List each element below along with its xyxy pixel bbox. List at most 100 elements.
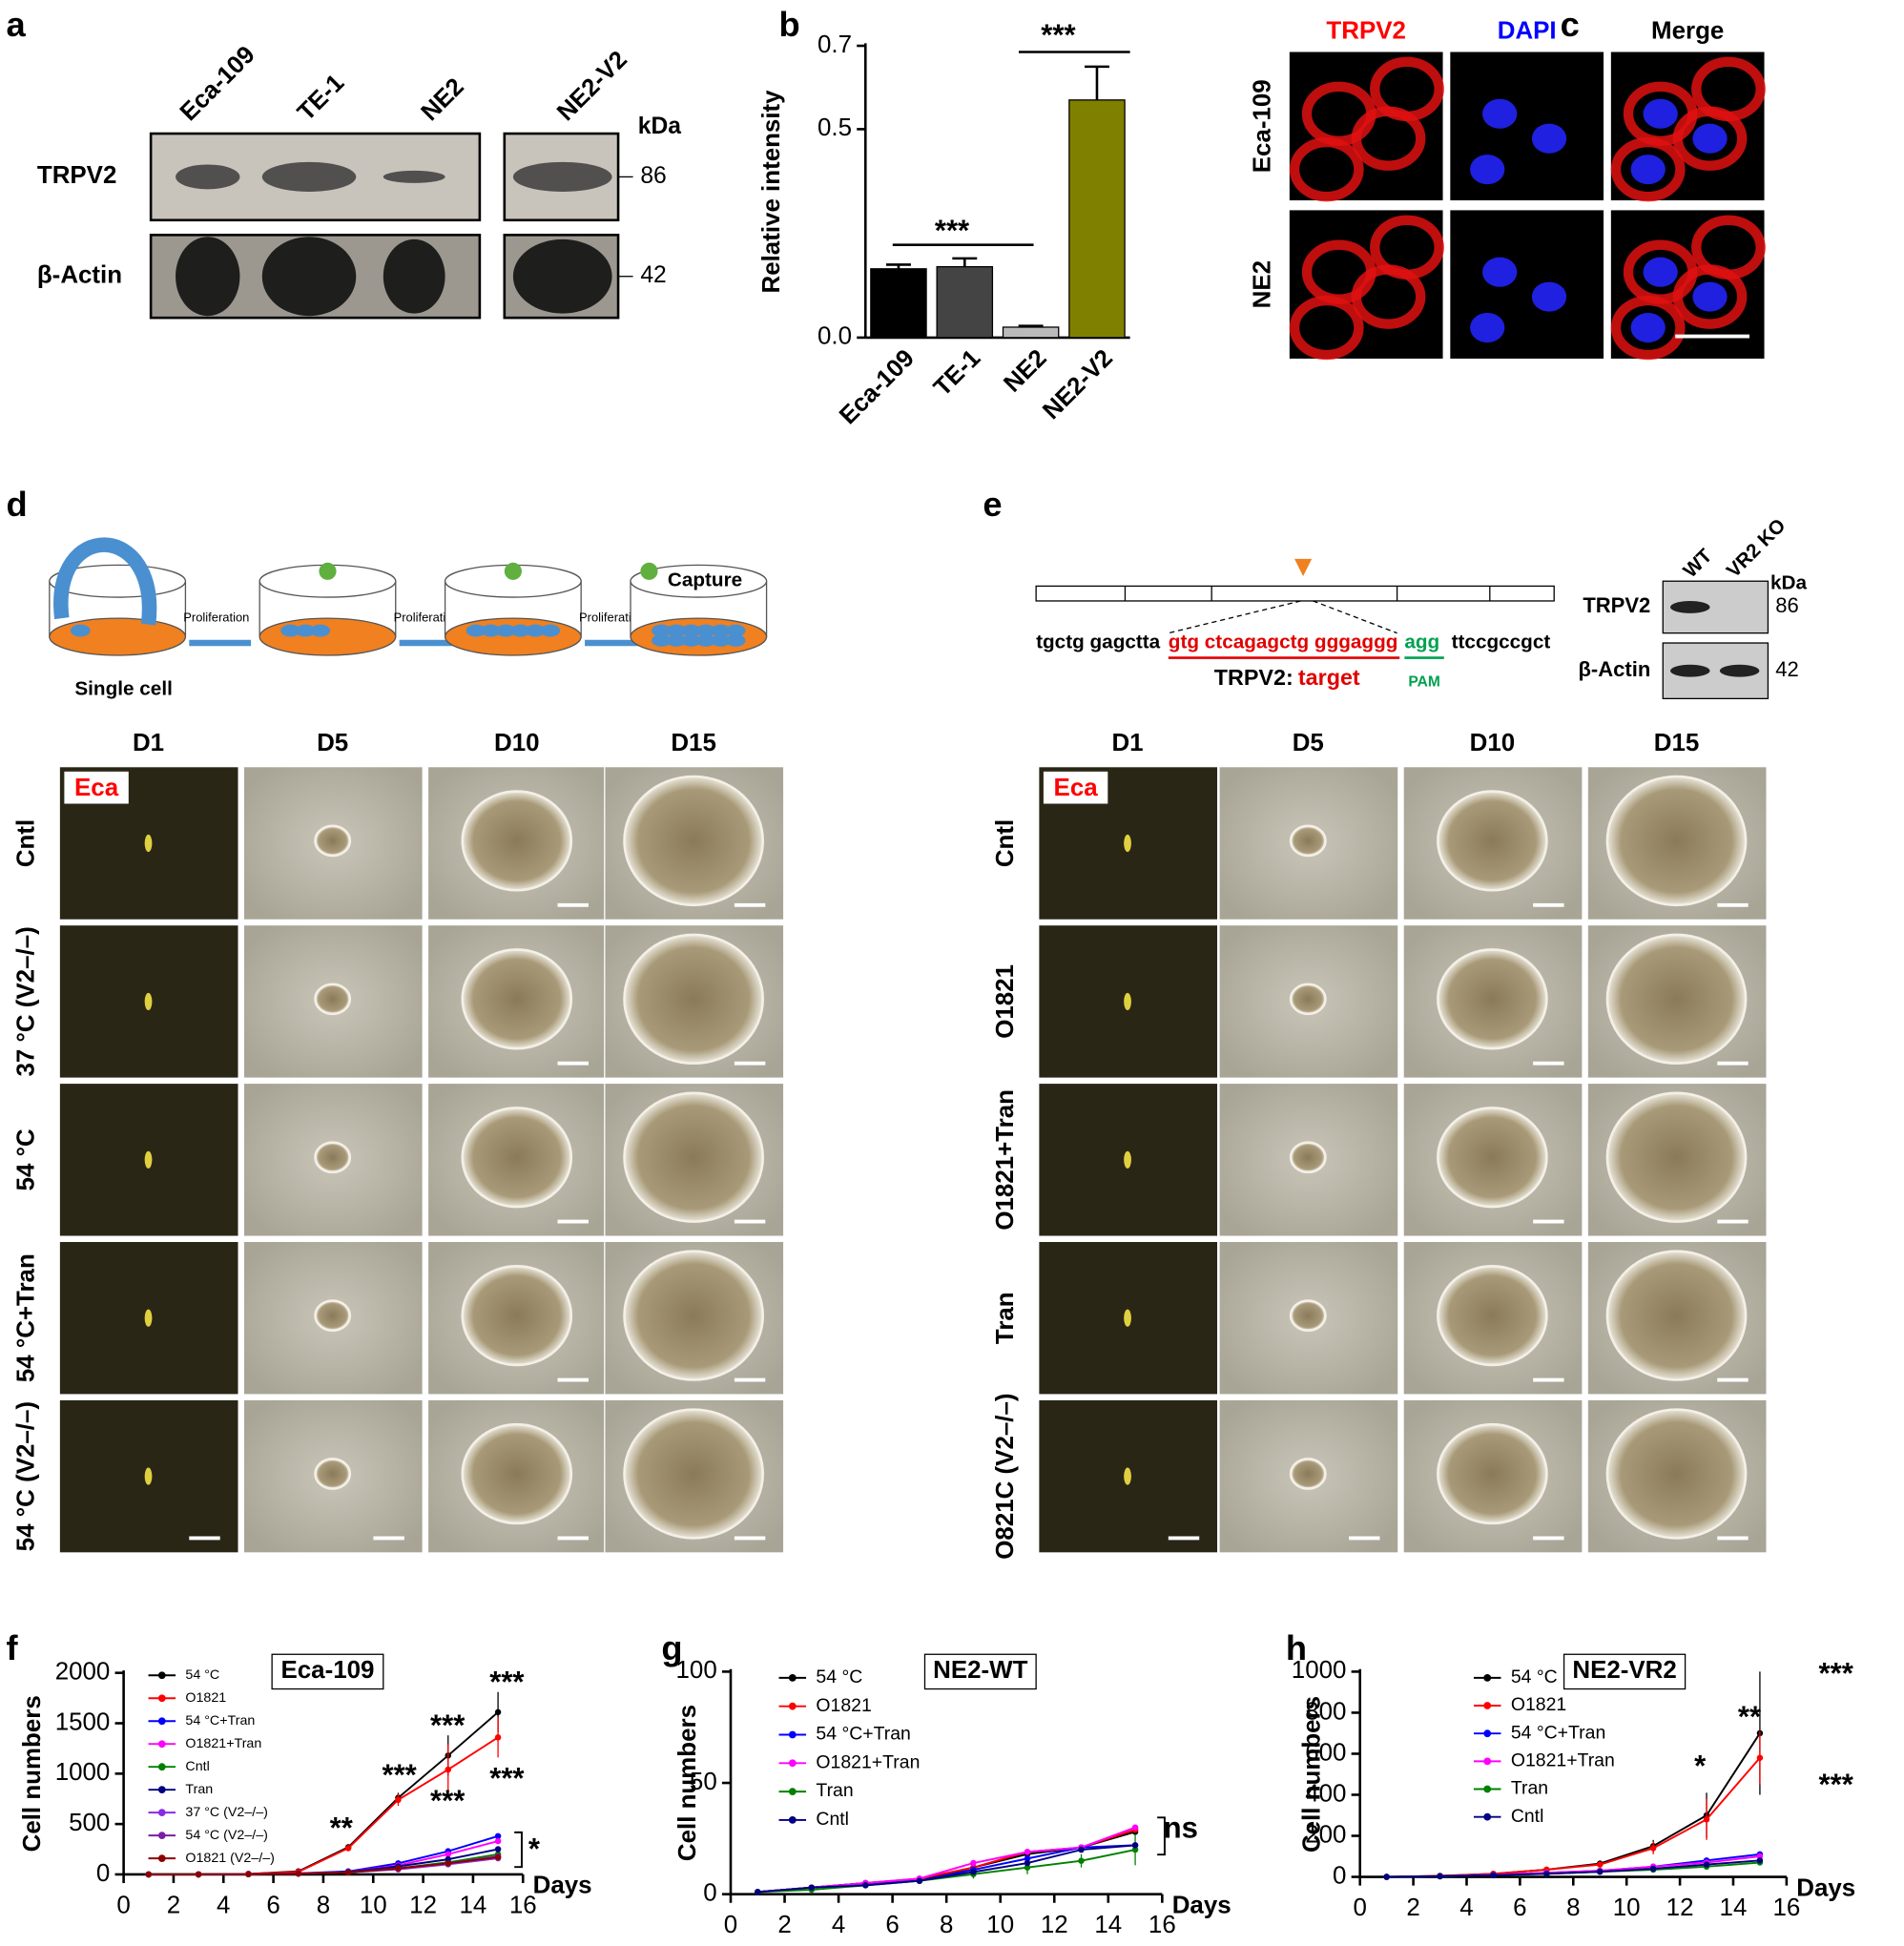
bracket: [1157, 1816, 1166, 1856]
colony: [1605, 1091, 1748, 1223]
series-line: [757, 1849, 1136, 1894]
bracket: [514, 1831, 523, 1869]
x-tick-label: 14: [460, 1892, 487, 1918]
y-tick-label: 800: [1305, 1698, 1346, 1725]
nucleus: [1531, 123, 1567, 154]
series-line: [1386, 1859, 1761, 1878]
colony: [1437, 948, 1548, 1050]
point: [494, 1837, 502, 1845]
colony: [1605, 775, 1748, 907]
point: [1596, 1868, 1604, 1875]
nucleus: [1482, 257, 1518, 287]
cell: [144, 1150, 153, 1169]
colony: [1437, 1107, 1548, 1209]
column-label: TRPV2: [1326, 18, 1405, 45]
chart-title: NE2-WT: [933, 1657, 1027, 1684]
cell: [495, 624, 516, 637]
cell: [666, 633, 687, 647]
point: [1131, 1842, 1139, 1849]
column-label: D1: [1111, 730, 1143, 756]
x-tick-label: 14: [1720, 1894, 1748, 1921]
legend-label: O1821+Tran: [1511, 1749, 1615, 1770]
x-tick-label: 6: [266, 1892, 279, 1918]
legend-marker: [157, 1786, 166, 1794]
panel-label: h: [1286, 1628, 1307, 1667]
point: [494, 1832, 502, 1840]
cell: [695, 633, 716, 647]
cell: [481, 624, 501, 637]
legend-label: Tran: [185, 1782, 213, 1797]
cell-stain: [1610, 295, 1686, 361]
column-label: D15: [1654, 730, 1700, 756]
bar: [1002, 326, 1060, 339]
point: [1490, 1872, 1497, 1879]
x-tick-label: 4: [832, 1912, 845, 1938]
cell: [540, 624, 561, 637]
legend-label: O1821: [185, 1690, 226, 1706]
band: [1719, 664, 1760, 677]
annotation: ***: [489, 1762, 525, 1795]
zoom: [1168, 600, 1397, 634]
band: [261, 237, 357, 317]
band: [176, 237, 240, 317]
cell: [310, 624, 331, 637]
step-label: Capture: [668, 569, 742, 591]
panel-label: e: [983, 485, 1002, 524]
y-tick-label: 0.7: [817, 31, 852, 58]
legend-label: O1821+Tran: [816, 1751, 920, 1772]
nucleus: [1470, 155, 1505, 185]
x-tick-label: 8: [1566, 1894, 1580, 1921]
bar: [936, 265, 994, 339]
row-label: 54 °C (V2–/–): [12, 1401, 39, 1551]
title-box: [271, 1653, 384, 1690]
x-tick-label: 12: [409, 1892, 437, 1918]
series-line: [757, 1844, 1136, 1894]
point: [145, 1871, 153, 1878]
lane-label: NE2: [416, 73, 468, 126]
row-label: NE2: [1249, 260, 1275, 308]
cell: [725, 624, 746, 637]
legend-label: O1821+Tran: [185, 1736, 261, 1751]
row-label: 54 °C+Tran: [12, 1253, 39, 1382]
x-tick-label: 6: [885, 1912, 899, 1938]
legend-marker: [788, 1759, 797, 1768]
kda-marker: 42: [1775, 657, 1799, 681]
unit: kDa: [1770, 571, 1807, 593]
title-box: [923, 1653, 1037, 1690]
dish-base: [444, 617, 582, 656]
cell: [711, 624, 731, 637]
lane-label: WT: [1679, 545, 1716, 582]
band: [261, 161, 357, 192]
bar: [1068, 99, 1126, 339]
x-tick-label: 2: [1406, 1894, 1419, 1921]
row-label: TRPV2: [37, 162, 117, 189]
chart-title: Eca-109: [280, 1657, 374, 1684]
point: [862, 1882, 869, 1889]
x-tick-label: 10: [360, 1892, 387, 1918]
colony: [623, 933, 764, 1066]
point: [445, 1851, 451, 1858]
colony: [1437, 1264, 1548, 1367]
panel-label: g: [661, 1628, 682, 1667]
signal: [504, 562, 522, 580]
colony: [1289, 1299, 1327, 1332]
legend-label: 54 °C+Tran: [1511, 1722, 1605, 1743]
nucleus: [1692, 123, 1728, 154]
point: [395, 1865, 402, 1872]
row-label: O1821: [992, 964, 1019, 1039]
point: [344, 1869, 352, 1876]
colony: [461, 790, 573, 892]
cell: [466, 624, 486, 637]
y-tick-label: 200: [1305, 1821, 1346, 1848]
colony: [461, 948, 573, 1050]
x-tick-label: 4: [1459, 1894, 1473, 1921]
cut-site: [1294, 558, 1313, 577]
point: [494, 1734, 502, 1741]
legend-label: Cntl: [816, 1809, 849, 1830]
tag-box: [64, 771, 129, 804]
x-tick-label: NE2: [999, 344, 1051, 397]
sequence: ttccgccgct: [1452, 631, 1551, 653]
legend-marker: [1483, 1673, 1492, 1682]
bar: [870, 268, 927, 339]
